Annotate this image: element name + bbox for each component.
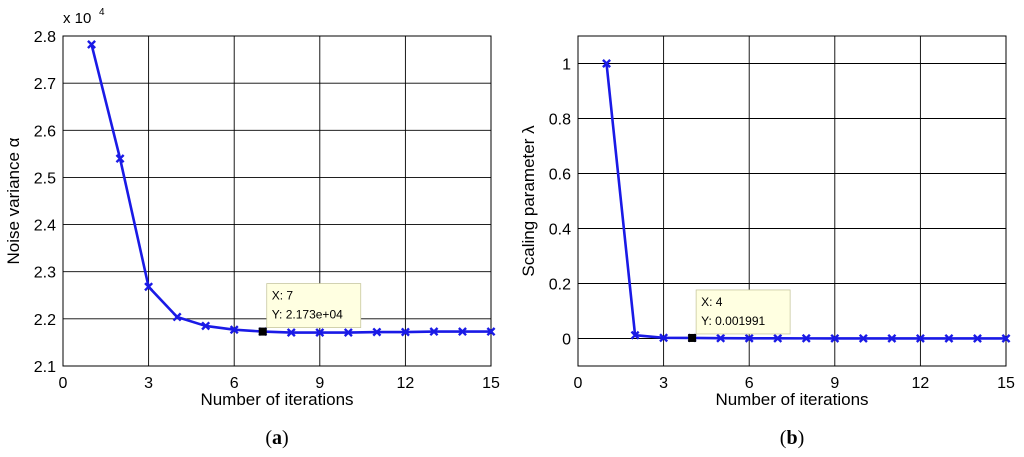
data-point-marker	[801, 333, 811, 343]
data-point-marker	[915, 333, 925, 343]
y-tick-labels: 2.1 2.2 2.3 2.4 2.5 2.6 2.7 2.8	[34, 29, 56, 376]
grid-lines	[63, 36, 491, 366]
data-point-marker	[486, 327, 496, 337]
x-axis-label: Number of iterations	[715, 390, 868, 409]
data-point-marker	[773, 333, 783, 343]
data-tip-box	[266, 283, 362, 328]
y-tick-label: 0.2	[549, 277, 571, 294]
data-point-marker	[830, 333, 840, 343]
data-point-marker	[372, 327, 382, 337]
x-tick-label: 15	[482, 375, 500, 392]
data-point-marker	[602, 59, 611, 68]
x-tick-label: 0	[59, 375, 68, 392]
plot-area	[577, 35, 1007, 367]
data-point-marker	[343, 328, 353, 337]
y-axis-label: Noise variance α	[4, 137, 23, 264]
data-point-marker	[400, 327, 410, 337]
caption-letter: b	[786, 427, 797, 449]
y-tick-label: 0.6	[549, 167, 571, 184]
y-tick-label: 0.8	[549, 112, 571, 129]
y-tick-label: 0.4	[549, 222, 571, 239]
x-tick-label: 6	[745, 375, 754, 392]
data-point-marker	[87, 40, 96, 49]
data-point-marker	[716, 333, 726, 343]
data-series	[87, 40, 496, 337]
y-tick-label: 2.3	[34, 265, 56, 282]
chart-panel-b: 0 3 6 9 12 15 0 0.2 0.4 0.6 0.8 1 X: 4 Y: 0.001991…	[519, 35, 1015, 449]
data-point-marker	[201, 321, 211, 331]
x-tick-label: 9	[830, 375, 839, 392]
x-tick-label: 9	[315, 375, 324, 392]
y-tick-label: 2.6	[34, 123, 56, 140]
data-point-marker	[315, 328, 325, 337]
panel-caption: (b)	[780, 427, 804, 449]
data-point-marker	[144, 282, 154, 292]
data-point-marker	[858, 333, 868, 343]
x-tick-label: 0	[574, 375, 583, 392]
data-point-marker	[229, 325, 239, 335]
data-point-marker	[115, 154, 125, 164]
data-series	[602, 59, 1011, 343]
data-point-marker	[286, 328, 296, 337]
chart-panel-a: 0 3 6 9 12 15 2.1 2.2 2.3 2.4 2.5 2.6 2.7 2.8 X: 7 Y…	[4, 7, 500, 449]
data-point-marker	[944, 333, 954, 343]
y-multiplier-exponent: 4	[99, 7, 105, 18]
data-tip-y: Y: 0.001991	[701, 314, 765, 328]
x-tick-label: 12	[397, 375, 415, 392]
data-tip[interactable]: X: 7 Y: 2.173e+04	[258, 283, 362, 336]
data-point-marker	[1001, 333, 1011, 343]
data-tip-x: X: 4	[701, 295, 723, 309]
x-tick-label: 15	[997, 375, 1015, 392]
y-tick-label: 2.4	[34, 218, 56, 235]
y-tick-label: 2.2	[34, 312, 56, 329]
data-point-marker	[887, 333, 897, 343]
y-tick-label: 0	[562, 332, 571, 349]
y-tick-label: 2.8	[34, 29, 56, 46]
y-tick-label: 2.7	[34, 76, 56, 93]
y-axis-label: Scaling parameter λ	[519, 125, 538, 277]
data-point-marker	[458, 327, 467, 337]
x-tick-label: 12	[912, 375, 930, 392]
y-tick-label: 2.5	[34, 170, 56, 187]
x-tick-labels: 0 3 6 9 12 15	[574, 375, 1015, 392]
y-tick-label: 2.1	[34, 359, 56, 376]
data-point-marker	[973, 333, 982, 343]
data-point-marker	[659, 333, 669, 343]
data-tip[interactable]: X: 4 Y: 0.001991	[688, 289, 791, 342]
data-tip-marker	[688, 333, 697, 342]
data-tip-y: Y: 2.173e+04	[272, 308, 343, 322]
y-tick-labels: 0 0.2 0.4 0.6 0.8 1	[549, 57, 571, 349]
data-tip-x: X: 7	[272, 289, 294, 303]
caption-letter: a	[272, 427, 282, 449]
data-tip-marker	[258, 327, 267, 336]
panel-caption: (a)	[265, 427, 288, 449]
x-axis-label: Number of iterations	[200, 390, 353, 409]
x-tick-label: 3	[659, 375, 668, 392]
y-multiplier: x 10	[63, 10, 91, 27]
data-tip-box	[695, 289, 791, 335]
data-point-marker	[630, 330, 640, 340]
data-point-marker	[429, 327, 439, 337]
x-tick-labels: 0 3 6 9 12 15	[59, 375, 500, 392]
x-tick-label: 6	[230, 375, 239, 392]
x-tick-label: 3	[144, 375, 153, 392]
data-point-marker	[744, 333, 754, 343]
data-point-marker	[172, 312, 182, 322]
y-tick-label: 1	[562, 57, 571, 74]
